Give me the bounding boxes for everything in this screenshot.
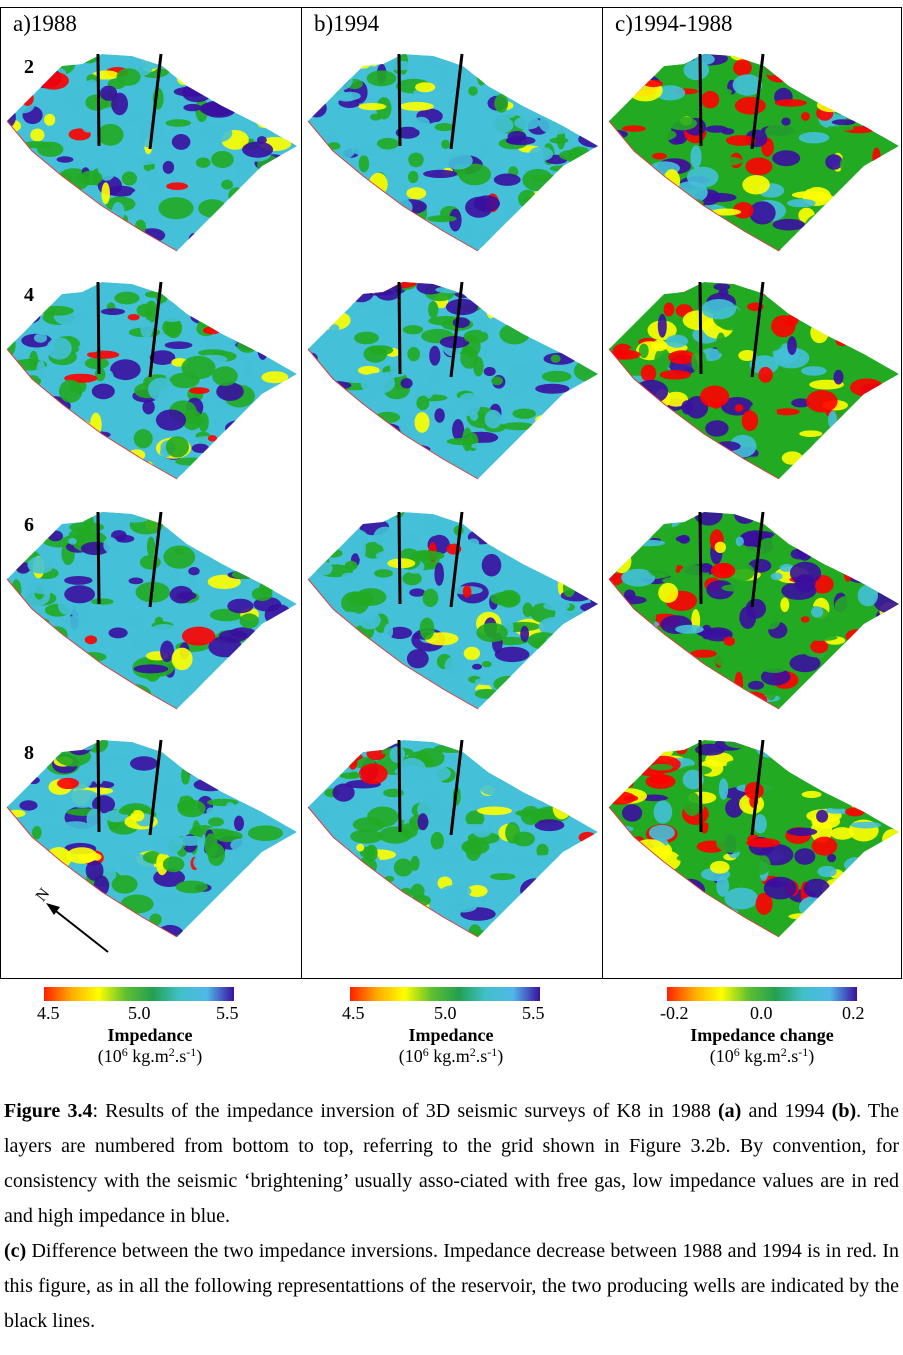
well-line-2 [148,511,163,608]
layer-label-6: 6 [24,514,34,536]
reservoir-map-layer-8-panel-2 [608,739,899,938]
reservoir-map-layer-2-panel-0 [6,53,297,252]
colorbar-c [667,987,857,1001]
well-line-2 [449,281,464,378]
well-line-2 [449,739,464,836]
well-line-1 [698,739,703,833]
well-line-2 [148,739,163,836]
reservoir-map-layer-6-panel-2 [608,511,899,710]
layer-label-2: 2 [24,56,34,78]
colorbar-b-units: (106 kg.m2.s-1) [398,1045,504,1066]
figure-caption: Figure 3.4: Results of the impedance inv… [4,1094,899,1339]
well-line-1 [698,511,703,605]
well-line-2 [449,511,464,608]
well-line-2 [449,53,464,150]
colorbar-b-title: Impedance [408,1025,494,1045]
reservoir-map-layer-8-panel-0 [6,739,297,938]
panel-b-title: b)1994 [314,11,380,36]
well-line-1 [96,511,101,605]
colorbar-c-min: -0.2 [660,1003,689,1023]
well-line-2 [750,281,765,378]
layer-label-8: 8 [24,742,34,764]
colorbar-a-units: (106 kg.m2.s-1) [97,1045,203,1066]
reservoir-map-layer-8-panel-1 [307,739,598,938]
well-line-2 [148,281,163,378]
colorbar-c-max: 0.2 [842,1003,865,1023]
colorbar-b-min: 4.5 [342,1003,365,1023]
colorbar-a-mid: 5.0 [128,1003,151,1023]
colorbar-b-max: 5.5 [522,1003,545,1023]
reservoir-map-layer-6-panel-0 [6,511,297,710]
colorbar-c-units: (106 kg.m2.s-1) [709,1045,815,1066]
colorbar-c-mid: 0.0 [750,1003,773,1023]
well-line-1 [397,511,402,605]
well-line-1 [698,281,703,375]
reservoir-map-layer-6-panel-1 [307,511,598,710]
colorbar-a-max: 5.5 [216,1003,239,1023]
well-line-1 [698,53,703,147]
well-line-1 [397,739,402,833]
colorbar-b-mid: 5.0 [434,1003,457,1023]
well-line-2 [750,511,765,608]
well-line-2 [148,53,163,150]
caption-figure-label: Figure 3.4 [4,1100,93,1122]
well-line-1 [96,53,101,147]
colorbar-a [44,987,234,1001]
well-line-2 [750,53,765,150]
colorbar-a-min: 4.5 [37,1003,60,1023]
well-line-1 [96,739,101,833]
reservoir-map-layer-4-panel-2 [608,281,899,480]
reservoir-map-layer-4-panel-0 [6,281,297,480]
panel-c-title: c)1994-1988 [615,11,733,36]
north-arrow-icon: N [33,885,109,953]
colorbar-c-title: Impedance change [690,1025,834,1045]
caption-paragraph-2: (c) Difference between the two impedance… [4,1240,899,1332]
well-line-1 [96,281,101,375]
colorbar-b [350,987,540,1001]
layer-label-4: 4 [24,284,34,306]
reservoir-map-layer-2-panel-1 [307,53,598,252]
well-line-2 [750,739,765,836]
caption-paragraph-1: Figure 3.4: Results of the impedance inv… [4,1100,899,1227]
reservoir-map-layer-2-panel-2 [608,53,899,252]
reservoir-map-layer-4-panel-1 [307,281,598,480]
north-label: N [33,885,54,905]
colorbar-a-title: Impedance [107,1025,193,1045]
well-line-1 [397,281,402,375]
well-line-1 [397,53,402,147]
panel-a-title: a)1988 [13,11,77,36]
